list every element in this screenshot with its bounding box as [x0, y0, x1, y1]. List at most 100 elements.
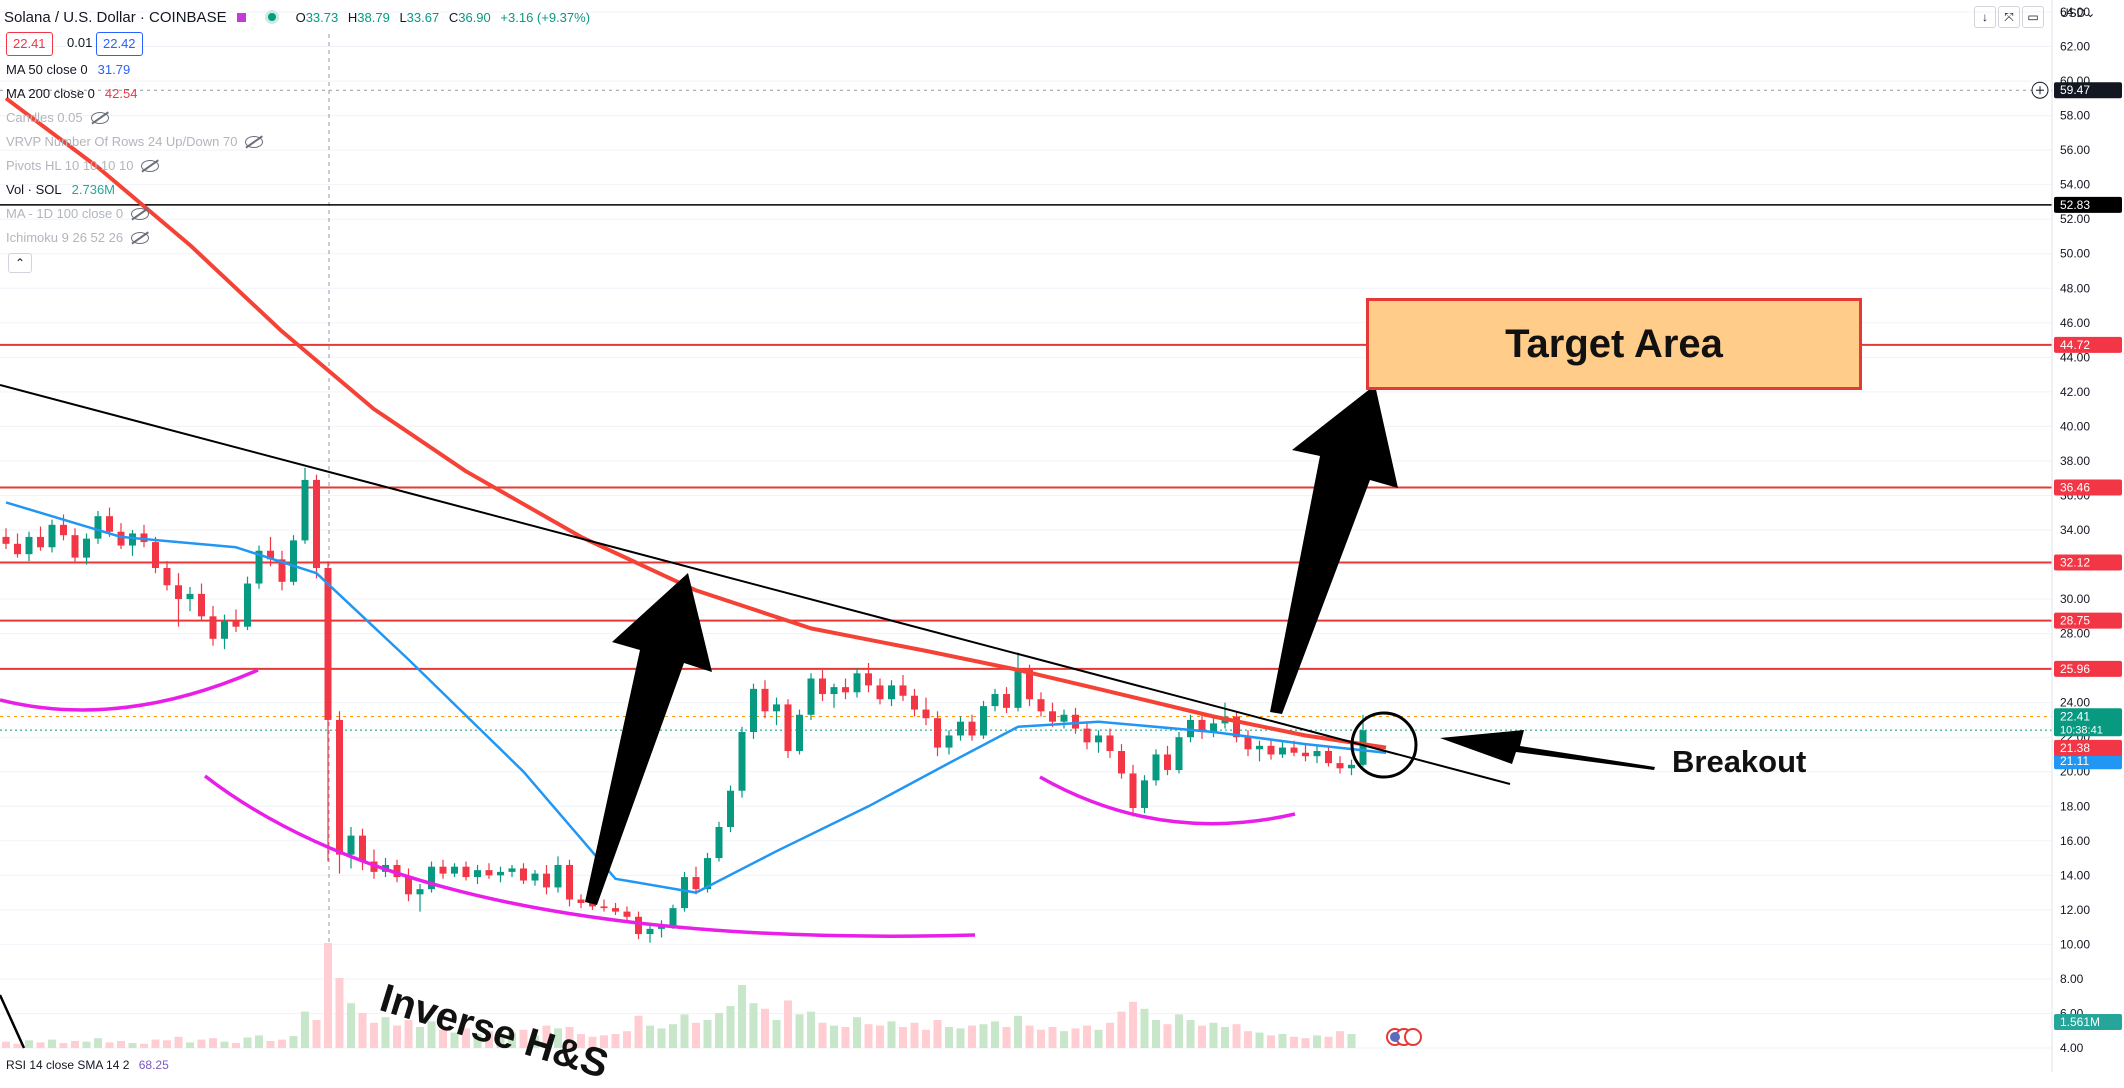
eye-crossed-icon[interactable]	[141, 159, 160, 172]
candle-body	[968, 721, 976, 736]
moving-averages	[4, 96, 1387, 894]
candle-body	[554, 864, 562, 888]
volume-bar	[255, 1035, 263, 1048]
legend-row[interactable]: MA 50 close 0 31.79	[6, 62, 130, 77]
volume-bar	[48, 1039, 56, 1048]
candle-body	[1336, 763, 1344, 769]
volume-bar	[577, 1034, 585, 1048]
volume-bar	[1301, 1038, 1310, 1048]
volume-bar	[818, 1022, 827, 1048]
event-marker-icon	[1404, 1028, 1422, 1046]
legend-row[interactable]: Pivots HL 10 10 10 10	[6, 158, 160, 173]
sell-price-button[interactable]: 22.41	[6, 32, 53, 56]
candle-body	[830, 687, 838, 695]
candle-body	[508, 868, 516, 872]
candle-body	[531, 873, 539, 881]
legend-label: Pivots HL 10 10 10 10	[6, 158, 134, 173]
legend-label: VRVP Number Of Rows 24 Up/Down 70	[6, 134, 238, 149]
volume-bar	[531, 1035, 539, 1048]
last-price-tag-countdown: 10:38:41	[2060, 724, 2103, 736]
candle-body	[1037, 699, 1045, 712]
axis-tick-label: 50.00	[2060, 247, 2090, 261]
eye-crossed-icon[interactable]	[131, 231, 150, 244]
candle-body	[704, 858, 711, 890]
volume-bar	[807, 1011, 815, 1048]
volume-bar	[1244, 1031, 1252, 1048]
price-axis[interactable]: 64.0062.0060.0058.0056.0054.0052.0050.00…	[2031, 0, 2124, 1072]
collapse-legend-button[interactable]: ⌃	[8, 253, 32, 273]
breakout-label[interactable]: Breakout	[1672, 744, 1807, 779]
drawings[interactable]	[0, 384, 1655, 1049]
volume-bar	[209, 1038, 217, 1048]
candle-body	[129, 533, 136, 546]
volume-bar	[680, 1014, 689, 1048]
volume-bar	[542, 1025, 551, 1048]
symbol-name[interactable]: Solana / U.S. Dollar · COINBASE	[4, 8, 227, 26]
candle-body	[48, 524, 56, 548]
candle-body	[1325, 751, 1332, 764]
scroll-down-button[interactable]: ↓	[1974, 6, 1996, 28]
candle-body	[1187, 719, 1194, 738]
axis-tick-label: 38.00	[2060, 454, 2090, 468]
legend-label: Candles 0.05	[6, 110, 83, 125]
volume-bar	[772, 1020, 781, 1048]
eye-crossed-icon[interactable]	[245, 135, 264, 148]
candle-body	[232, 621, 240, 627]
collapse-pane-button[interactable]: ⤧	[1998, 6, 2020, 28]
eye-crossed-icon[interactable]	[90, 111, 109, 124]
candle-body	[888, 685, 895, 700]
candle-body	[497, 871, 504, 876]
volume-bar	[1140, 1008, 1149, 1048]
level-tag	[2054, 660, 2122, 677]
maximize-pane-button[interactable]: ▭	[2022, 6, 2044, 28]
rsi-value: 68.25	[138, 1058, 169, 1072]
volume-bar	[1267, 1035, 1275, 1048]
candle-body	[1233, 716, 1240, 738]
volume-bar	[600, 1035, 608, 1048]
candle-body	[221, 621, 228, 639]
candle-body	[117, 531, 125, 546]
candle-body	[267, 550, 274, 560]
candle-body	[957, 721, 964, 736]
volume-bar	[956, 1028, 965, 1048]
hs-left-shoulder	[0, 668, 259, 712]
volume-bar	[508, 1032, 516, 1048]
buy-price-button[interactable]: 22.42	[96, 32, 143, 56]
legend-row[interactable]: VRVP Number Of Rows 24 Up/Down 70	[6, 134, 264, 149]
axis-tick-label: 4.00	[2060, 1041, 2084, 1055]
candle-body	[60, 524, 67, 536]
legend-row[interactable]: MA 200 close 0 42.54	[6, 86, 137, 101]
axis-tick-label: 24.00	[2060, 696, 2090, 710]
candle-body	[485, 870, 493, 876]
volume-bar	[1152, 1020, 1160, 1048]
candle-body	[934, 718, 941, 748]
candle-body	[37, 536, 44, 548]
legend-row[interactable]: Vol · SOL 2.736M	[6, 182, 115, 197]
currency-selector[interactable]: USD⌄	[2060, 6, 2096, 20]
candle-body	[853, 673, 861, 693]
volume-bar	[611, 1034, 620, 1048]
legend-row[interactable]: Candles 0.05	[6, 110, 109, 125]
candle-body	[991, 694, 999, 707]
legend-row[interactable]: MA - 1D 100 close 0	[6, 206, 150, 221]
candle-body	[807, 678, 815, 715]
trendline	[0, 384, 1511, 785]
eye-crossed-icon[interactable]	[131, 207, 150, 220]
legend-row[interactable]: Ichimoku 9 26 52 26	[6, 230, 150, 245]
symbol-header[interactable]: Solana / U.S. Dollar · COINBASE O33.73 H…	[0, 0, 590, 34]
volume-bar	[1129, 1001, 1137, 1048]
volume-bar	[1037, 1029, 1045, 1048]
candle-body	[1014, 669, 1022, 708]
exchange-flag-icon	[236, 12, 246, 22]
target-area-box[interactable]: Target Area	[1366, 298, 1862, 390]
volume-bar	[174, 1036, 183, 1048]
candle-body	[416, 889, 424, 895]
volume-bar	[59, 1043, 68, 1048]
candle-body	[842, 687, 849, 693]
candle-body	[152, 542, 159, 568]
arrow-left-icon	[1440, 730, 1655, 770]
candle-body	[14, 543, 21, 555]
candle-body	[520, 868, 527, 881]
candle-body	[1026, 669, 1033, 700]
